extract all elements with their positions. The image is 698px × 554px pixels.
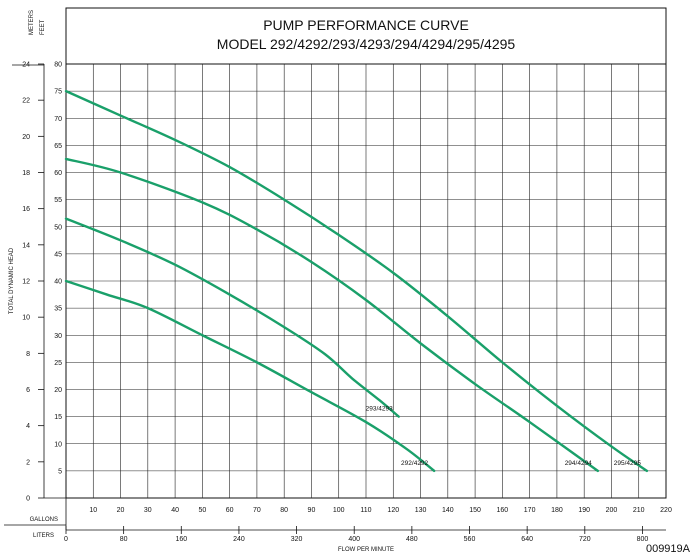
series-line-293 bbox=[64, 217, 400, 418]
gallons-tick-label: 30 bbox=[144, 507, 152, 514]
meters-tick-label: 24 bbox=[22, 62, 30, 69]
feet-tick-label: 80 bbox=[54, 62, 62, 69]
series-line-294 bbox=[64, 157, 600, 473]
liters-tick-label: 400 bbox=[348, 536, 360, 543]
feet-tick-label: 45 bbox=[54, 251, 62, 258]
liters-tick-label: 0 bbox=[64, 536, 68, 543]
gallons-tick-label: 150 bbox=[469, 507, 481, 514]
gallons-label: GALLONS bbox=[30, 517, 58, 523]
series-label-292: 292/4292 bbox=[401, 460, 428, 467]
gallons-tick-label: 60 bbox=[226, 507, 234, 514]
liters-tick-label: 640 bbox=[521, 536, 533, 543]
chart-title: PUMP PERFORMANCE CURVE bbox=[263, 17, 469, 33]
gallons-tick-label: 200 bbox=[606, 507, 618, 514]
gallons-tick-label: 40 bbox=[171, 507, 179, 514]
meters-tick-label: 0 bbox=[26, 496, 30, 503]
feet-tick-label: 60 bbox=[54, 170, 62, 177]
meters-tick-label: 16 bbox=[22, 206, 30, 213]
feet-tick-label: 30 bbox=[54, 333, 62, 340]
feet-unit-label: FEET bbox=[40, 19, 46, 35]
x-axis-label: FLOW PER MINUTE bbox=[338, 547, 394, 553]
meters-tick-label: 4 bbox=[26, 423, 30, 430]
liters-tick-label: 320 bbox=[291, 536, 303, 543]
gallons-tick-label: 20 bbox=[117, 507, 125, 514]
feet-tick-label: 15 bbox=[54, 414, 62, 421]
figure-code: 009919A bbox=[646, 543, 691, 554]
feet-tick-label: 55 bbox=[54, 197, 62, 204]
gallons-tick-label: 180 bbox=[551, 507, 563, 514]
gallons-tick-label: 110 bbox=[360, 507, 371, 514]
gallons-tick-label: 220 bbox=[660, 507, 672, 514]
gallons-tick-label: 80 bbox=[280, 507, 288, 514]
feet-tick-label: 65 bbox=[54, 143, 62, 150]
feet-tick-label: 10 bbox=[54, 441, 62, 448]
series-label-294: 294/4294 bbox=[565, 460, 592, 467]
meters-tick-label: 6 bbox=[26, 387, 30, 394]
series-label-293: 293/4293 bbox=[366, 406, 393, 413]
liters-tick-label: 800 bbox=[637, 536, 649, 543]
meters-tick-label: 22 bbox=[22, 98, 30, 105]
y-axis-label: TOTAL DYNAMIC HEAD bbox=[9, 247, 15, 314]
meters-tick-label: 12 bbox=[22, 279, 30, 286]
gallons-tick-label: 130 bbox=[415, 507, 427, 514]
gallons-tick-label: 10 bbox=[89, 507, 97, 514]
meters-tick-label: 18 bbox=[22, 170, 30, 177]
series-lines bbox=[64, 89, 649, 473]
liters-tick-label: 720 bbox=[579, 536, 591, 543]
feet-tick-label: 35 bbox=[54, 306, 62, 313]
gallons-tick-label: 90 bbox=[308, 507, 316, 514]
gallons-tick-label: 120 bbox=[387, 507, 399, 514]
labels: 5101520253035404550556065707580024681012… bbox=[22, 62, 672, 544]
chart-subtitle: MODEL 292/4292/293/4293/294/4294/295/429… bbox=[217, 36, 516, 52]
liters-tick-label: 560 bbox=[464, 536, 476, 543]
gallons-tick-label: 210 bbox=[633, 507, 645, 514]
feet-tick-label: 75 bbox=[54, 89, 62, 96]
gallons-tick-label: 70 bbox=[253, 507, 261, 514]
meters-tick-label: 10 bbox=[22, 315, 30, 322]
feet-tick-label: 50 bbox=[54, 224, 62, 231]
meters-tick-label: 8 bbox=[26, 351, 30, 358]
feet-tick-label: 25 bbox=[54, 360, 62, 367]
gallons-tick-label: 50 bbox=[198, 507, 206, 514]
gallons-tick-label: 190 bbox=[578, 507, 590, 514]
feet-tick-label: 40 bbox=[54, 279, 62, 286]
axes bbox=[4, 63, 666, 534]
liters-label: LITERS bbox=[33, 533, 54, 539]
series-line-295 bbox=[64, 89, 649, 473]
series-label-295: 295/4295 bbox=[614, 460, 641, 467]
gallons-tick-label: 170 bbox=[524, 507, 536, 514]
title-box: PUMP PERFORMANCE CURVE MODEL 292/4292/29… bbox=[65, 7, 667, 65]
meters-tick-label: 2 bbox=[26, 459, 30, 466]
gallons-tick-label: 140 bbox=[442, 507, 454, 514]
liters-tick-label: 80 bbox=[120, 536, 128, 543]
series-line-292 bbox=[64, 279, 436, 473]
liters-tick-label: 480 bbox=[406, 536, 418, 543]
feet-tick-label: 5 bbox=[58, 468, 62, 475]
gallons-tick-label: 100 bbox=[333, 507, 345, 514]
liters-tick-label: 240 bbox=[233, 536, 245, 543]
feet-tick-label: 70 bbox=[54, 116, 62, 123]
meters-tick-label: 14 bbox=[22, 242, 30, 249]
grid bbox=[65, 63, 667, 499]
gallons-tick-label: 160 bbox=[497, 507, 509, 514]
liters-tick-label: 160 bbox=[175, 536, 187, 543]
feet-tick-label: 20 bbox=[54, 387, 62, 394]
meters-tick-label: 20 bbox=[22, 134, 30, 141]
meters-unit-label: METERS bbox=[29, 10, 35, 35]
